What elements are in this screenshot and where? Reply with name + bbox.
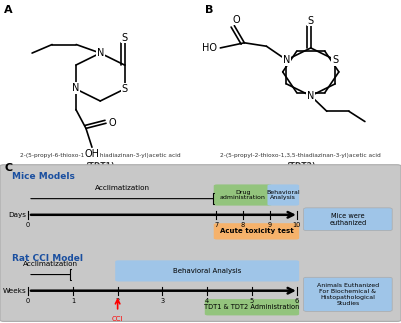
Text: CCI: CCI [112, 316, 124, 322]
FancyBboxPatch shape [304, 208, 392, 231]
Text: Behavioral Analysis: Behavioral Analysis [173, 268, 241, 274]
Text: OH: OH [85, 149, 99, 159]
Text: 9: 9 [268, 222, 272, 228]
Text: 3: 3 [160, 298, 164, 304]
FancyBboxPatch shape [267, 184, 299, 205]
Text: A: A [4, 5, 13, 15]
FancyBboxPatch shape [205, 299, 299, 315]
Text: (TDT2): (TDT2) [286, 162, 316, 171]
FancyBboxPatch shape [304, 277, 392, 311]
Text: B: B [205, 5, 213, 15]
Text: 4: 4 [205, 298, 209, 304]
Text: O: O [233, 15, 240, 25]
Text: TDT1 & TDT2 Administration: TDT1 & TDT2 Administration [204, 304, 300, 310]
FancyBboxPatch shape [115, 260, 299, 281]
Text: 2-(5-propyl-2-thioxo-1,3,5-thiadiazinan-3-yl)acetic acid: 2-(5-propyl-2-thioxo-1,3,5-thiadiazinan-… [221, 153, 381, 158]
Text: Mice were
euthanized: Mice were euthanized [329, 213, 367, 226]
Text: (TDT1): (TDT1) [85, 162, 115, 171]
Text: Rat CCI Model: Rat CCI Model [12, 254, 83, 263]
Text: 7: 7 [214, 222, 218, 228]
Text: 8: 8 [241, 222, 245, 228]
Text: 2-(5-propyl-6-thioxo-1,3,5-thiadiazinan-3-yl)acetic acid: 2-(5-propyl-6-thioxo-1,3,5-thiadiazinan-… [20, 153, 180, 158]
Text: 6: 6 [295, 298, 299, 304]
Text: HO: HO [202, 43, 217, 53]
Text: N: N [97, 48, 104, 58]
Text: Animals Euthanized
For Biochemical &
Histopathological
Studies: Animals Euthanized For Biochemical & His… [317, 283, 379, 306]
Text: Days: Days [8, 212, 26, 218]
Text: N: N [72, 83, 80, 93]
Text: Weeks: Weeks [2, 288, 26, 294]
Text: Behavioral
Analysis: Behavioral Analysis [267, 190, 300, 200]
Text: 0: 0 [26, 298, 30, 304]
FancyBboxPatch shape [0, 165, 401, 321]
Text: S: S [122, 84, 128, 94]
Text: Acclimatization: Acclimatization [95, 185, 150, 191]
Text: Acclimatization: Acclimatization [23, 261, 78, 267]
Text: S: S [308, 16, 314, 26]
Text: 5: 5 [250, 298, 254, 304]
Text: N: N [283, 55, 290, 65]
Text: O: O [108, 118, 116, 128]
Text: N: N [307, 91, 314, 101]
Text: 2: 2 [115, 298, 120, 304]
Text: Drug
administration: Drug administration [220, 190, 266, 200]
Text: 1: 1 [71, 298, 75, 304]
Text: Acute toxicity test: Acute toxicity test [220, 228, 293, 234]
Text: S: S [332, 55, 338, 65]
FancyBboxPatch shape [214, 223, 299, 239]
Text: C: C [4, 163, 12, 173]
Text: 0: 0 [26, 222, 30, 228]
Text: S: S [122, 33, 128, 43]
FancyBboxPatch shape [214, 184, 272, 205]
Text: 10: 10 [293, 222, 301, 228]
Text: Mice Models: Mice Models [12, 172, 75, 181]
